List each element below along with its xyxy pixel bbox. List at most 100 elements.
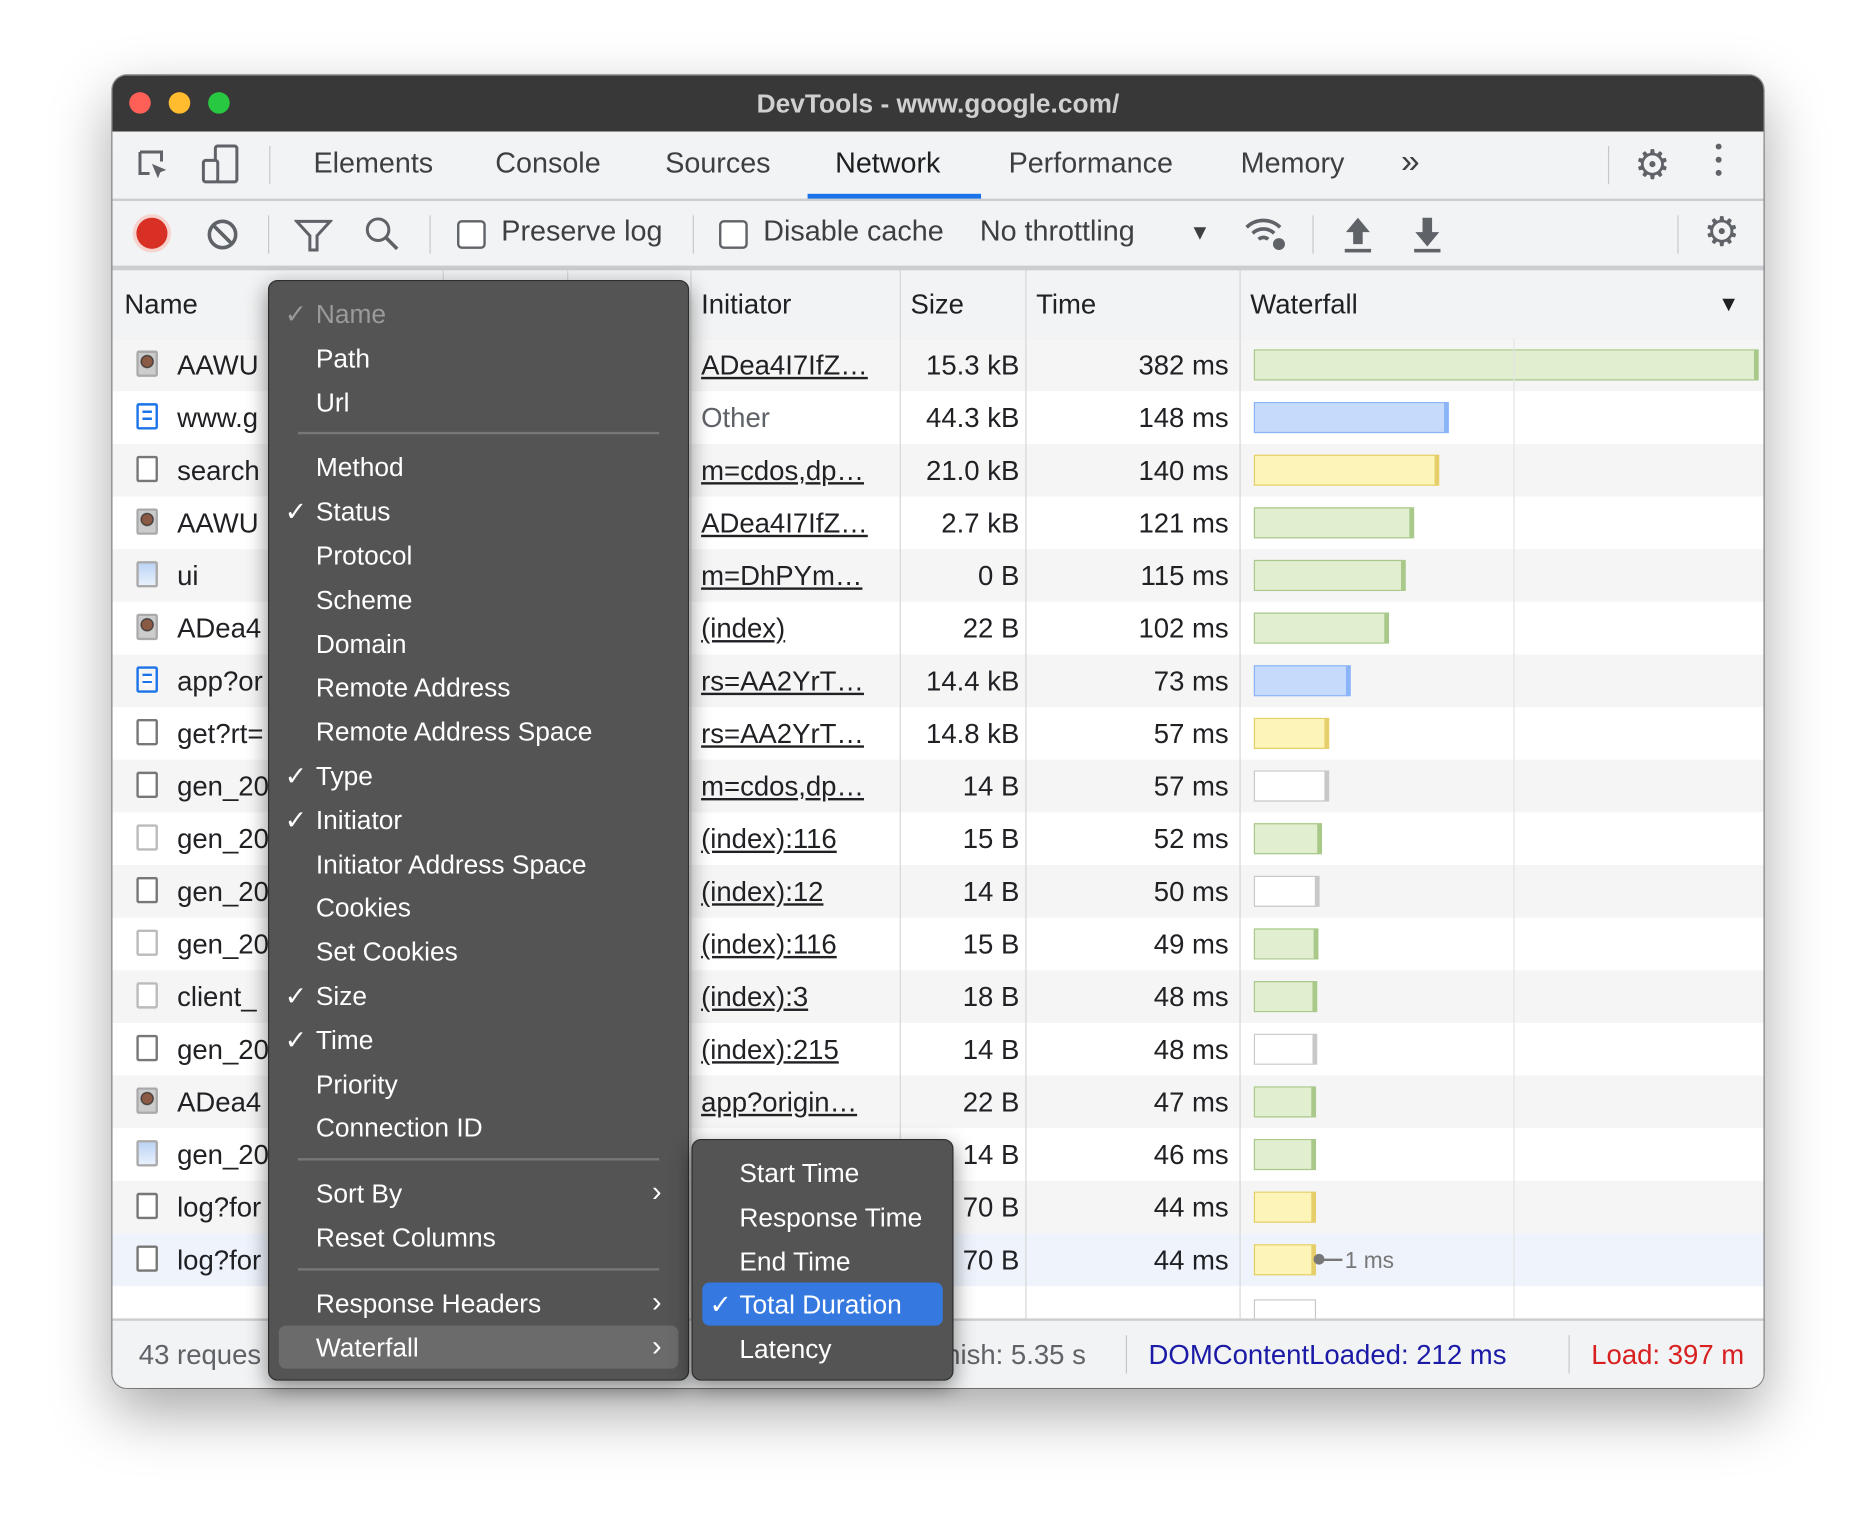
waterfall-bar[interactable]: [1253, 981, 1318, 1013]
menu-item-connection-id[interactable]: Connection ID: [269, 1106, 688, 1149]
table-row[interactable]: ADea4 (index) 22 B 102 ms: [112, 602, 1763, 655]
menu-item-initiator[interactable]: ✓ Initiator: [269, 798, 688, 841]
column-header-initiator[interactable]: Initiator: [701, 288, 792, 320]
request-initiator[interactable]: rs=AA2YrT…: [701, 717, 864, 749]
request-initiator[interactable]: m=cdos,dp…: [701, 454, 864, 486]
record-button[interactable]: [136, 217, 168, 249]
column-header-name[interactable]: Name: [124, 288, 198, 320]
menu-item-type[interactable]: ✓ Type: [269, 754, 688, 797]
request-name[interactable]: ADea4: [177, 612, 262, 644]
request-name[interactable]: log?for: [177, 1244, 262, 1276]
search-icon[interactable]: [364, 215, 402, 253]
request-initiator[interactable]: (index):12: [701, 875, 824, 907]
table-row[interactable]: get?rt= rs=AA2YrT… 14.8 kB 57 ms: [112, 707, 1763, 760]
request-initiator[interactable]: rs=AA2YrT…: [701, 665, 864, 697]
request-name[interactable]: gen_20: [177, 770, 269, 802]
request-initiator[interactable]: (index):116: [701, 823, 837, 855]
column-header-size[interactable]: Size: [910, 288, 964, 320]
device-toolbar-icon[interactable]: [201, 144, 242, 187]
preserve-log-checkbox[interactable]: [457, 220, 486, 249]
menu-item-method[interactable]: Method: [269, 446, 688, 489]
menu-item-remote-address-space[interactable]: Remote Address Space: [269, 710, 688, 753]
menu-item-waterfall[interactable]: Waterfall ›: [278, 1325, 679, 1369]
table-row[interactable]: gen_20 (index):116 15 B 49 ms: [112, 918, 1763, 971]
waterfall-bar[interactable]: [1253, 612, 1389, 644]
menu-item-domain[interactable]: Domain: [269, 622, 688, 665]
request-initiator[interactable]: (index):215: [701, 1033, 839, 1065]
menu-item-priority[interactable]: Priority: [269, 1062, 688, 1105]
table-row[interactable]: gen_20 14 B 46 ms: [112, 1128, 1763, 1181]
waterfall-bar[interactable]: [1253, 559, 1406, 592]
menu-item-url[interactable]: Url: [269, 380, 688, 423]
waterfall-sort-arrow-icon[interactable]: ▼: [1718, 291, 1740, 316]
request-name[interactable]: AAWU: [177, 507, 259, 539]
request-name[interactable]: get?rt=: [177, 717, 264, 749]
menu-item-set-cookies[interactable]: Set Cookies: [269, 930, 688, 973]
tab-network[interactable]: Network: [835, 147, 941, 180]
menu-item-end-time[interactable]: End Time: [693, 1239, 953, 1282]
inspect-element-icon[interactable]: [136, 148, 172, 184]
waterfall-bar[interactable]: [1253, 770, 1330, 802]
waterfall-bar[interactable]: [1253, 349, 1759, 381]
waterfall-bar[interactable]: [1253, 875, 1320, 907]
table-row[interactable]: AAWU ADea4I7IfZ… 2.7 kB 121 ms: [112, 497, 1763, 550]
request-initiator[interactable]: m=DhPYm…: [701, 559, 863, 592]
waterfall-bar[interactable]: [1253, 717, 1330, 749]
clear-icon[interactable]: [205, 217, 241, 253]
column-header-waterfall[interactable]: Waterfall: [1250, 288, 1358, 320]
tab-memory[interactable]: Memory: [1240, 147, 1345, 180]
request-name[interactable]: app?or: [177, 665, 263, 697]
waterfall-bar[interactable]: [1253, 928, 1319, 960]
waterfall-bar[interactable]: [1253, 1033, 1318, 1065]
request-initiator[interactable]: (index): [701, 612, 786, 644]
request-name[interactable]: gen_20: [177, 1138, 269, 1171]
throttling-dropdown-arrow-icon[interactable]: ▼: [1189, 220, 1211, 245]
waterfall-bar[interactable]: [1253, 1191, 1317, 1223]
tab-console[interactable]: Console: [495, 147, 601, 180]
throttling-select[interactable]: No throttling: [979, 215, 1135, 248]
request-name[interactable]: ADea4: [177, 1086, 262, 1118]
tab-performance[interactable]: Performance: [1008, 147, 1173, 180]
zoom-window-button[interactable]: [208, 92, 230, 114]
request-initiator[interactable]: app?origin…: [701, 1086, 858, 1118]
menu-item-protocol[interactable]: Protocol: [269, 534, 688, 577]
request-name[interactable]: gen_20: [177, 1033, 269, 1065]
menu-item-cookies[interactable]: Cookies: [269, 886, 688, 929]
export-har-download-icon[interactable]: [1412, 215, 1443, 253]
request-name[interactable]: ui: [177, 559, 199, 592]
request-name[interactable]: client_: [177, 981, 257, 1013]
menu-item-scheme[interactable]: Scheme: [269, 578, 688, 621]
menu-item-remote-address[interactable]: Remote Address: [269, 666, 688, 709]
tab-elements[interactable]: Elements: [313, 147, 434, 180]
request-name[interactable]: gen_20: [177, 928, 269, 960]
import-har-upload-icon[interactable]: [1342, 215, 1373, 253]
waterfall-bar[interactable]: [1253, 454, 1439, 486]
menu-item-initiator-address-space[interactable]: Initiator Address Space: [269, 842, 688, 885]
request-name[interactable]: log?for: [177, 1191, 262, 1223]
request-name[interactable]: gen_20: [177, 875, 269, 907]
menu-item-reset-columns[interactable]: Reset Columns: [269, 1216, 688, 1259]
request-name[interactable]: www.g: [177, 401, 259, 434]
request-initiator[interactable]: m=cdos,dp…: [701, 770, 864, 802]
waterfall-bar[interactable]: [1253, 401, 1450, 434]
tab-sources[interactable]: Sources: [665, 147, 771, 180]
network-conditions-wifi-icon[interactable]: [1243, 213, 1291, 254]
table-row[interactable]: www.g Other 44.3 kB 148 ms: [112, 391, 1763, 444]
network-settings-gear-icon[interactable]: ⚙: [1703, 209, 1741, 255]
minimize-window-button[interactable]: [168, 92, 191, 114]
menu-item-response-time[interactable]: Response Time: [693, 1195, 953, 1238]
request-name[interactable]: AAWU: [177, 349, 259, 381]
table-row[interactable]: gen_20 (index):116 15 B 52 ms: [112, 812, 1763, 865]
menu-item-response-headers[interactable]: Response Headers ›: [269, 1281, 688, 1324]
request-name[interactable]: search: [177, 454, 260, 486]
settings-gear-icon[interactable]: ⚙: [1634, 142, 1671, 188]
menu-item-path[interactable]: Path: [269, 336, 688, 379]
request-initiator[interactable]: (index):3: [701, 981, 809, 1013]
waterfall-bar[interactable]: [1253, 507, 1414, 539]
filter-icon[interactable]: [294, 218, 333, 254]
request-initiator[interactable]: ADea4I7IfZ…: [701, 349, 868, 381]
menu-item-latency[interactable]: Latency: [693, 1327, 953, 1370]
request-initiator[interactable]: ADea4I7IfZ…: [701, 507, 868, 539]
waterfall-bar[interactable]: [1253, 1138, 1317, 1171]
request-initiator[interactable]: (index):116: [701, 928, 837, 960]
